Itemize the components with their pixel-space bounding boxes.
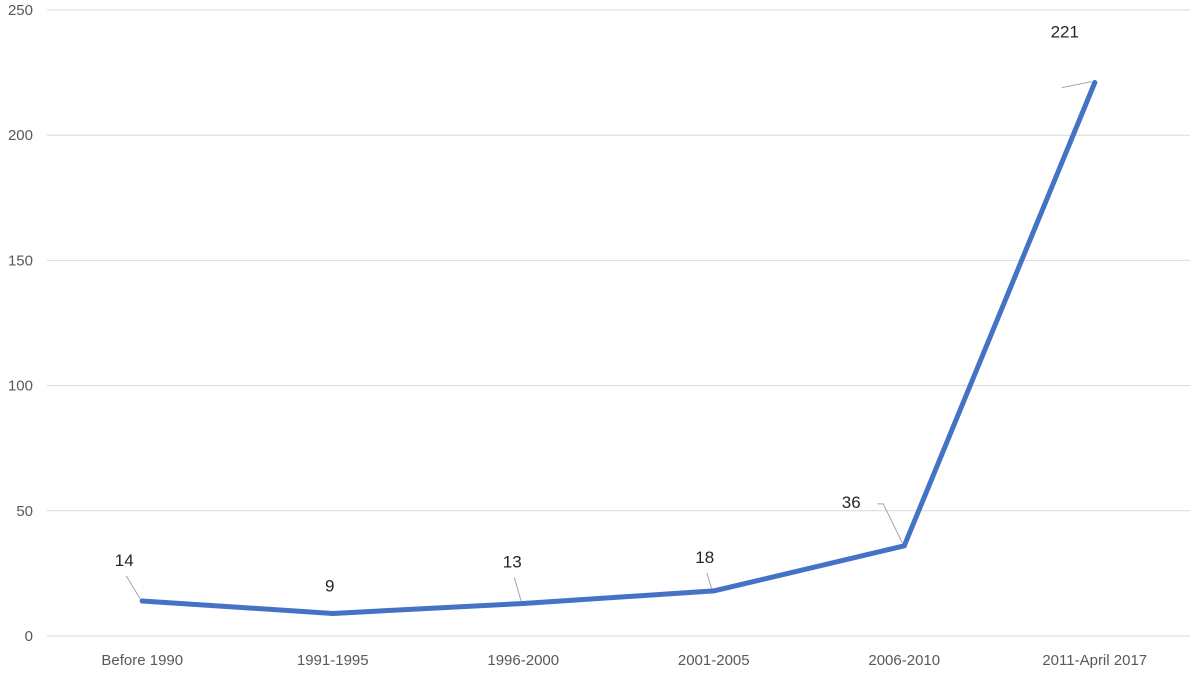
x-tick-label-5: 2011-April 2017 — [1042, 652, 1147, 669]
data-label-3: 18 — [695, 548, 714, 567]
data-point-4 — [901, 543, 907, 549]
y-tick-label-100: 100 — [8, 378, 33, 395]
y-tick-label-200: 200 — [8, 127, 33, 144]
data-point-0 — [139, 598, 145, 604]
x-tick-label-1: 1991-1995 — [297, 652, 369, 669]
data-label-5: 221 — [1051, 23, 1079, 42]
x-tick-label-4: 2006-2010 — [868, 652, 940, 669]
data-label-1: 9 — [325, 576, 334, 595]
data-labels: 14 9 13 18 36 221 — [115, 23, 1092, 602]
data-label-leader-0 — [125, 575, 141, 600]
y-tick-label-150: 150 — [8, 252, 33, 269]
x-tick-label-0: Before 1990 — [101, 652, 183, 669]
data-point-2 — [520, 600, 526, 606]
series — [139, 80, 1098, 616]
x-tick-label-2: 1996-2000 — [487, 652, 559, 669]
y-tick-label-250: 250 — [8, 2, 33, 19]
data-label-4: 36 — [842, 493, 861, 512]
data-label-leader-4 — [877, 503, 903, 544]
data-label-0: 14 — [115, 551, 134, 570]
data-point-5 — [1092, 80, 1098, 86]
data-label-leader-3 — [706, 572, 713, 590]
data-point-3 — [711, 588, 717, 594]
gridlines — [47, 9, 1190, 637]
data-label-leader-5 — [1061, 81, 1092, 89]
series-line-0 — [139, 80, 1098, 616]
x-axis-ticks: Before 1990 1991-1995 1996-2000 2001-2005 20… — [101, 652, 1147, 669]
data-label-2: 13 — [503, 552, 522, 571]
y-axis-ticks: 0 50 100 150 200 250 — [8, 2, 33, 645]
y-tick-label-0: 0 — [25, 628, 33, 645]
data-label-leader-2 — [513, 577, 522, 602]
y-tick-label-50: 50 — [16, 503, 33, 520]
x-tick-label-3: 2001-2005 — [678, 652, 750, 669]
data-point-1 — [330, 610, 336, 616]
